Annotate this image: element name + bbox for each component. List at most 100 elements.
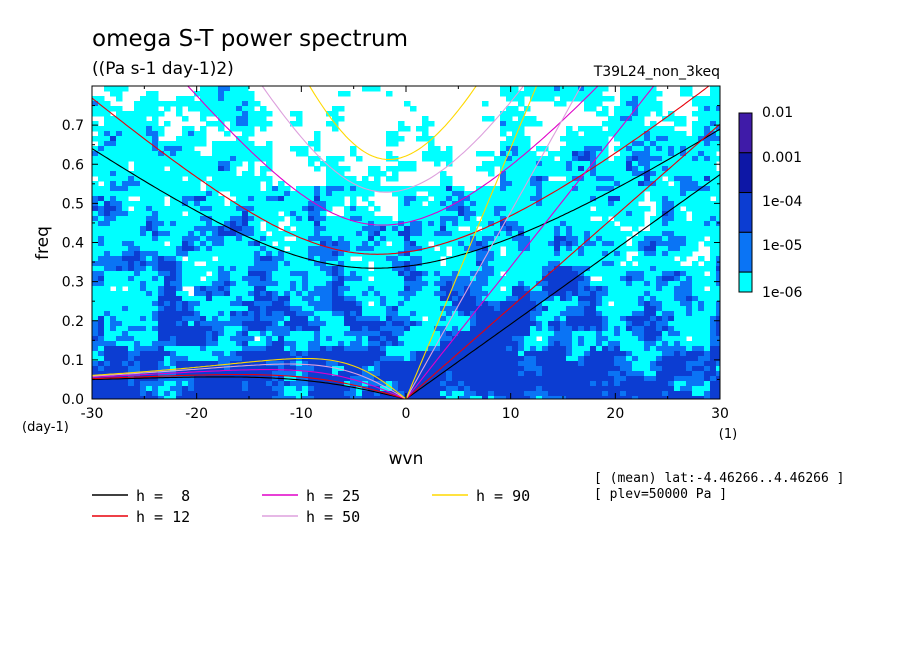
power-cell [410, 216, 417, 222]
power-cell [224, 261, 231, 267]
power-cell [464, 346, 471, 352]
power-cell [398, 346, 405, 352]
power-cell [602, 386, 609, 392]
power-cell [302, 316, 309, 322]
power-cell [638, 251, 645, 257]
power-cell [350, 351, 357, 357]
power-cell [614, 341, 621, 347]
power-cell [158, 311, 165, 317]
power-cell [638, 301, 645, 307]
power-cell [272, 256, 279, 262]
power-cell [332, 186, 339, 192]
power-cell [152, 101, 159, 107]
power-cell [122, 136, 129, 142]
power-cell [218, 281, 225, 287]
power-cell [98, 321, 105, 327]
power-cell [422, 211, 429, 217]
power-cell [362, 191, 369, 197]
power-cell [518, 371, 525, 377]
power-cell [566, 306, 573, 312]
power-cell [254, 146, 261, 152]
power-cell [230, 176, 237, 182]
power-cell [350, 331, 357, 337]
power-cell [182, 216, 189, 222]
power-cell [326, 321, 333, 327]
power-cell [512, 206, 519, 212]
power-cell [416, 251, 423, 257]
power-cell [626, 101, 633, 107]
power-cell [176, 191, 183, 197]
power-cell [236, 216, 243, 222]
power-cell [512, 246, 519, 252]
power-cell [326, 121, 333, 127]
power-cell [398, 231, 405, 237]
power-cell [242, 191, 249, 197]
power-cell [206, 211, 213, 217]
power-cell [224, 341, 231, 347]
power-cell [476, 381, 483, 387]
power-cell [548, 196, 555, 202]
power-cell [116, 201, 123, 207]
power-cell [596, 361, 603, 367]
power-cell [542, 381, 549, 387]
power-cell [128, 276, 135, 282]
power-cell [590, 91, 597, 97]
power-cell [518, 261, 525, 267]
power-cell [368, 381, 375, 387]
power-cell [398, 201, 405, 207]
power-cell [470, 296, 477, 302]
power-cell [332, 296, 339, 302]
power-cell [530, 286, 537, 292]
power-cell [350, 346, 357, 352]
power-cell [548, 211, 555, 217]
power-cell [590, 176, 597, 182]
power-cell [638, 141, 645, 147]
power-cell [596, 131, 603, 137]
power-cell [440, 376, 447, 382]
power-cell [656, 106, 663, 112]
power-cell [176, 271, 183, 277]
power-cell [596, 151, 603, 157]
power-cell [98, 271, 105, 277]
power-cell [506, 361, 513, 367]
power-cell [452, 396, 459, 399]
power-cell [176, 96, 183, 102]
power-cell [296, 221, 303, 227]
power-cell [320, 256, 327, 262]
power-cell [650, 341, 657, 347]
power-cell [122, 206, 129, 212]
power-cell [638, 96, 645, 102]
power-cell [590, 331, 597, 337]
power-cell [524, 146, 531, 152]
power-cell [494, 271, 501, 277]
power-cell [212, 106, 219, 112]
power-cell [176, 266, 183, 272]
power-cell [266, 191, 273, 197]
power-cell [206, 296, 213, 302]
power-cell [596, 376, 603, 382]
power-cell [104, 396, 111, 399]
power-cell [380, 326, 387, 332]
power-cell [656, 291, 663, 297]
power-cell [116, 366, 123, 372]
power-cell [260, 396, 267, 399]
power-cell [620, 136, 627, 142]
power-cell [386, 361, 393, 367]
power-cell [188, 381, 195, 387]
power-cell [362, 361, 369, 367]
power-cell [362, 326, 369, 332]
power-cell [194, 346, 201, 352]
power-cell [644, 316, 651, 322]
power-cell [638, 216, 645, 222]
power-cell [254, 151, 261, 157]
power-cell [506, 346, 513, 352]
power-cell [224, 176, 231, 182]
power-cell [128, 341, 135, 347]
power-cell [224, 381, 231, 387]
power-cell [350, 251, 357, 257]
power-cell [512, 226, 519, 232]
power-cell [134, 381, 141, 387]
power-cell [206, 326, 213, 332]
power-cell [224, 266, 231, 272]
power-cell [230, 381, 237, 387]
